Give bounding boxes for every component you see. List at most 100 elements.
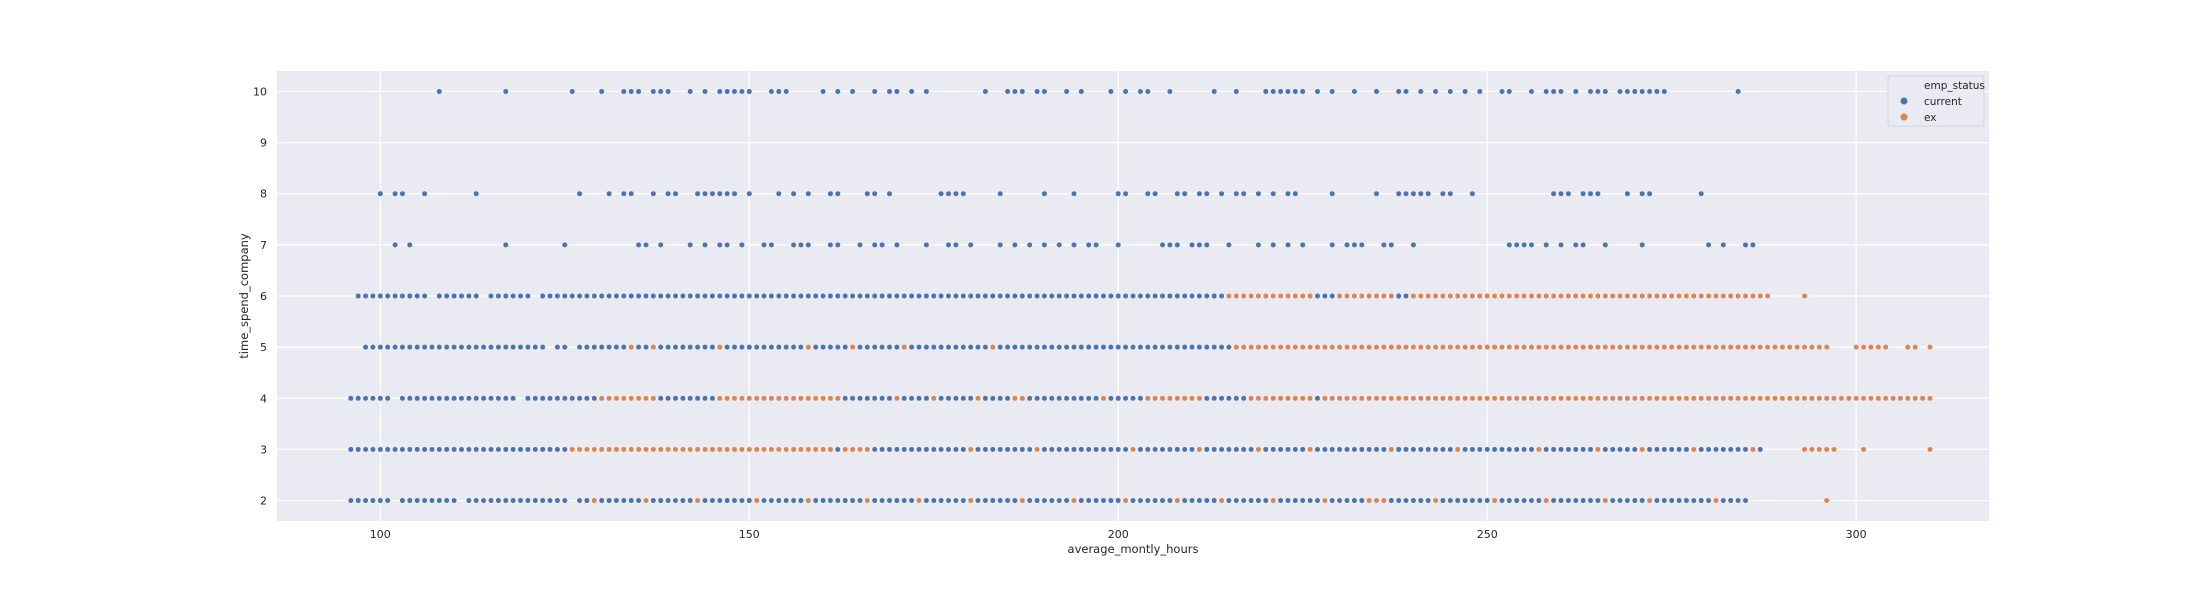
point-current [1108,293,1114,299]
point-current [1085,497,1092,504]
point-current [657,88,664,95]
point-current [554,395,561,402]
point-current [1617,497,1623,504]
point-ex [598,446,605,453]
point-current [1469,497,1476,504]
point-current [1499,446,1505,453]
point-current [1351,497,1358,504]
point-current [591,344,598,350]
point-current [1624,190,1631,197]
point-ex [1528,344,1535,350]
point-ex [1366,344,1372,350]
point-current [1609,446,1616,453]
point-ex [790,446,797,453]
point-current [458,293,465,299]
point-current [539,344,546,350]
point-current [502,446,509,453]
point-current [739,497,745,504]
point-ex [768,395,775,402]
point-current [665,293,671,299]
point-ex [1174,497,1181,504]
legend-label-current: current [1924,96,1962,108]
point-current [1366,446,1372,453]
point-ex [1388,446,1395,453]
point-ex [1838,395,1845,402]
point-ex [1772,395,1778,402]
point-current [1358,446,1365,453]
point-current [731,293,738,299]
point-current [406,395,413,402]
point-current [834,344,841,350]
point-current [1661,497,1668,504]
point-current [938,190,944,197]
point-current [1403,190,1409,197]
point-ex [753,497,760,504]
legend: emp_status current ex [1887,75,1985,127]
point-ex [1491,293,1498,299]
point-ex [1698,395,1705,402]
point-ex [1034,446,1040,453]
point-ex [1181,395,1188,402]
point-current [923,293,930,299]
point-ex [1270,497,1277,504]
point-current [709,293,716,299]
point-current [1078,446,1085,453]
point-ex [1196,446,1203,453]
point-current [436,497,443,504]
point-current [1661,88,1668,95]
x-tick-label: 150 [739,528,760,541]
point-current [561,242,568,248]
point-current [960,344,967,350]
point-current [1034,395,1040,402]
point-current [1078,497,1085,504]
point-current [510,446,516,453]
point-current [864,190,871,197]
point-current [923,242,930,248]
point-current [1218,190,1225,197]
point-ex [1831,395,1837,402]
point-current [466,293,472,299]
point-current [1299,446,1306,453]
point-ex [1307,344,1313,350]
point-current [480,497,487,504]
point-current [1661,446,1668,453]
point-current [569,88,576,95]
point-current [864,395,871,402]
point-current [480,446,487,453]
point-ex [1602,293,1609,299]
point-ex [1358,344,1365,350]
point-current [1631,446,1638,453]
point-current [1381,242,1387,248]
point-current [820,293,826,299]
point-current [746,190,753,197]
point-current [1115,190,1122,197]
point-ex [1521,293,1527,299]
point-current [827,190,834,197]
point-ex [1904,395,1911,402]
point-current [414,293,421,299]
point-current [938,344,944,350]
point-ex [1631,395,1638,402]
point-current [362,497,369,504]
point-ex [1322,344,1328,350]
point-current [982,293,989,299]
point-current [1469,446,1476,453]
point-current [1226,242,1232,248]
point-ex [1299,293,1306,299]
point-current [1314,395,1321,402]
point-ex [1277,293,1284,299]
point-current [1004,88,1011,95]
point-current [761,344,767,350]
point-ex [576,446,583,453]
point-ex [1690,293,1697,299]
point-current [1595,190,1601,197]
point-current [724,88,730,95]
point-current [1277,88,1284,95]
point-current [539,446,546,453]
point-current [1093,242,1099,248]
point-ex [1727,344,1734,350]
point-ex [827,446,834,453]
point-current [1063,293,1070,299]
point-current [1521,242,1527,248]
point-ex [1130,446,1136,453]
